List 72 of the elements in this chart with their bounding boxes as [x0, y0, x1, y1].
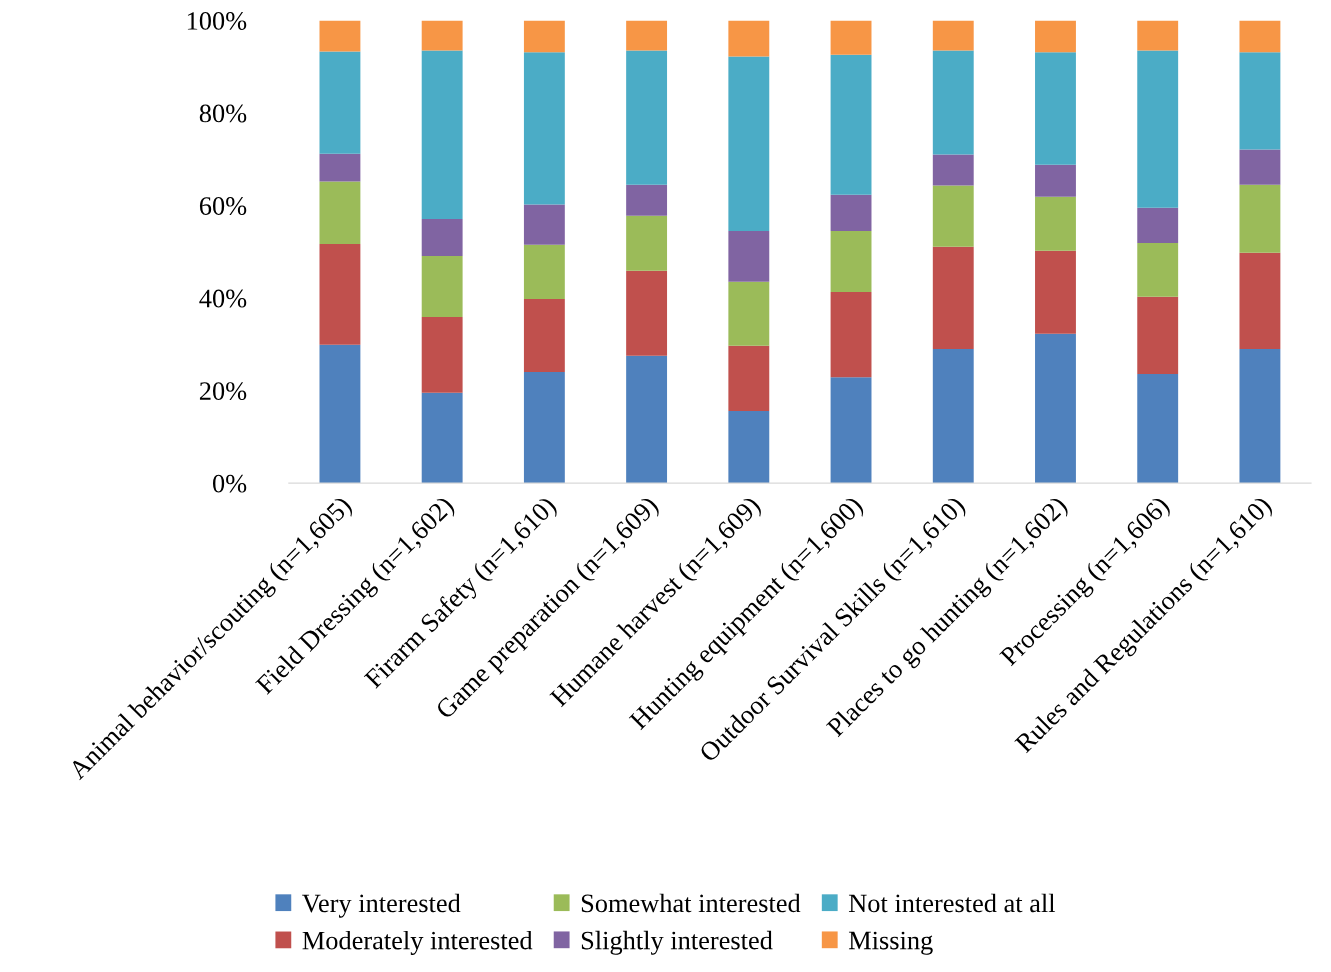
y-tick-label: 60%: [199, 197, 247, 215]
bar: [1035, 250, 1076, 334]
bar: [830, 54, 872, 195]
legend-label: Somewhat interested: [581, 893, 801, 913]
bar: [523, 52, 565, 205]
bar: [830, 292, 872, 378]
bar: [421, 218, 463, 256]
bar: [1137, 20, 1179, 51]
bar: [523, 298, 565, 373]
bar: [319, 153, 361, 182]
bar: [626, 20, 668, 51]
bar: [421, 50, 463, 219]
bar: [932, 348, 974, 484]
bar: [626, 270, 668, 356]
legend-label: Missing: [848, 931, 933, 955]
y-tick-label: 80%: [199, 104, 247, 123]
bar: [1239, 20, 1281, 53]
bar: [1137, 207, 1179, 243]
bar: [728, 56, 770, 231]
bar: [1239, 149, 1281, 185]
legend-label: Slightly interested: [581, 930, 773, 955]
legend-label: Not interested at all: [848, 893, 1056, 913]
y-tick-label: 0%: [212, 474, 247, 493]
y-tick-label: 40%: [199, 289, 247, 308]
bar: [626, 184, 668, 216]
bar: [1137, 296, 1179, 374]
bar: [1239, 52, 1281, 150]
legend-label: Moderately interested: [302, 930, 533, 955]
bar: [728, 230, 770, 282]
bar: [1035, 20, 1076, 53]
bar: [626, 355, 668, 484]
bar: [728, 410, 770, 484]
bar: [523, 372, 565, 484]
bar: [319, 181, 361, 244]
bar: [421, 392, 463, 484]
bar: [1035, 333, 1076, 484]
bar: [421, 255, 463, 317]
bar: [626, 50, 668, 185]
bar: [830, 20, 872, 55]
bar: [932, 20, 974, 51]
bar: [1239, 252, 1281, 349]
bar: [1137, 50, 1179, 208]
bar: [319, 243, 361, 345]
bar: [523, 20, 565, 53]
bar: [932, 185, 974, 247]
y-tick-label: 100%: [187, 12, 247, 30]
bar: [1035, 52, 1076, 165]
bar: [421, 316, 463, 393]
bar: [319, 20, 361, 52]
bar: [421, 20, 463, 51]
bar: [319, 51, 361, 154]
bar: [1239, 184, 1281, 253]
legend-label: Very interested: [302, 893, 461, 918]
bar: [932, 50, 974, 155]
bar: [728, 20, 770, 57]
bar: [626, 215, 668, 271]
bar: [830, 194, 872, 231]
bar: [830, 230, 872, 292]
bar: [932, 154, 974, 186]
bar: [523, 204, 565, 245]
bar: [1035, 164, 1076, 197]
bar: [728, 345, 770, 411]
bar: [1035, 196, 1076, 251]
bar: [523, 244, 565, 299]
bar: [932, 246, 974, 349]
bar: [830, 377, 872, 484]
bar: [1137, 373, 1179, 484]
bar: [1239, 348, 1281, 484]
y-tick-label: 20%: [199, 382, 247, 401]
bar: [319, 344, 361, 484]
bar: [728, 281, 770, 346]
bar: [1137, 242, 1179, 297]
